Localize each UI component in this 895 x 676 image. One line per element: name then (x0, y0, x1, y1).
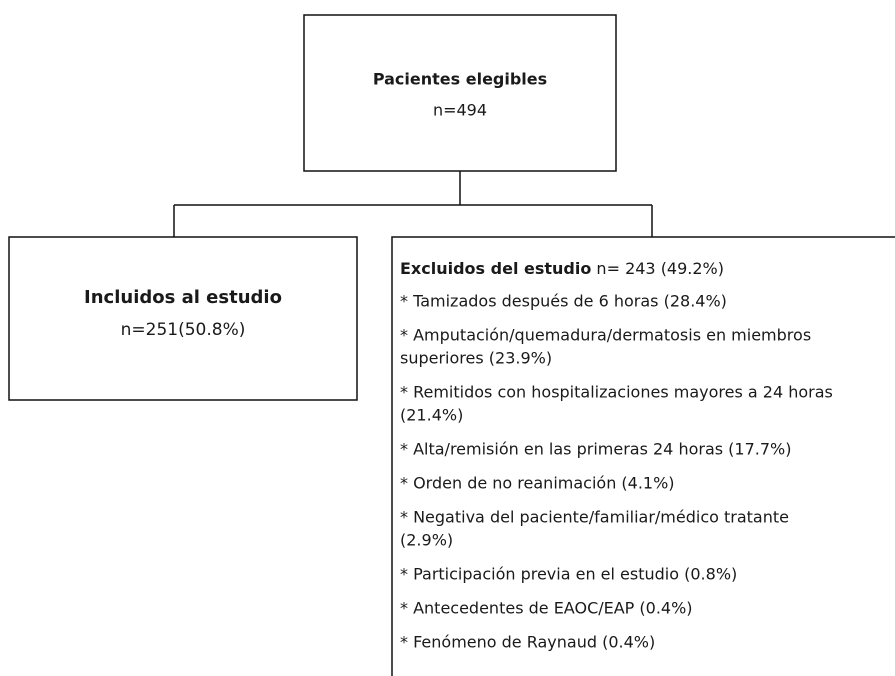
exclusion-item: (21.4%) (400, 406, 463, 425)
exclusion-item: superiores (23.9%) (400, 349, 552, 368)
exclusion-item: * Negativa del paciente/familiar/médico … (400, 508, 789, 527)
node-count: n=251(50.8%) (121, 320, 246, 340)
exclusion-item: * Alta/remisión en las primeras 24 horas… (400, 440, 792, 459)
exclusion-item: * Orden de no reanimación (4.1%) (400, 474, 675, 493)
exclusion-item: * Amputación/quemadura/dermatosis en mie… (400, 326, 811, 345)
exclusion-item: * Tamizados después de 6 horas (28.4%) (400, 292, 727, 311)
node-label: Pacientes elegibles (373, 70, 547, 89)
exclusion-item: * Antecedentes de EAOC/EAP (0.4%) (400, 599, 693, 618)
exclusion-item: (2.9%) (400, 531, 453, 550)
node-count: n=494 (433, 101, 487, 120)
included-box (8, 236, 358, 401)
exclusion-item: * Remitidos con hospitalizaciones mayore… (400, 383, 833, 402)
node-count: n= 243 (49.2%) (591, 259, 724, 278)
exclusion-item: * Participación previa en el estudio (0.… (400, 565, 737, 584)
node-label: Excluidos del estudio (400, 259, 591, 278)
connector (173, 171, 653, 237)
exclusion-item: * Fenómeno de Raynaud (0.4%) (400, 633, 655, 652)
eligible-box (303, 14, 617, 172)
excluded-heading: Excluidos del estudio n= 243 (49.2%) (400, 259, 724, 278)
node-label: Incluidos al estudio (84, 287, 282, 308)
excluded-box (391, 236, 895, 676)
